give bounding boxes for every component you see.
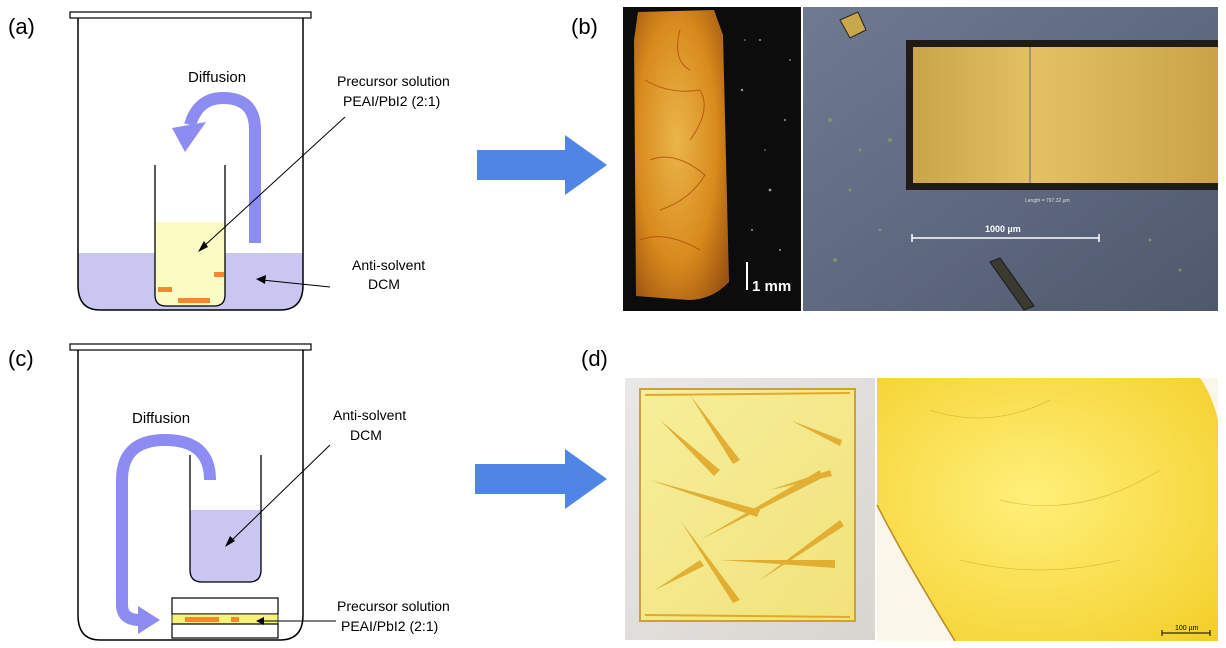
antisolvent-pointer-head: [256, 275, 266, 284]
panel-c: (c) Diffusion Anti-solvent DCM Precursor…: [8, 343, 450, 641]
scale-label-right: 1000 µm: [985, 224, 1021, 234]
crystal: [214, 272, 224, 277]
panel-label-c: (c): [8, 346, 34, 371]
photo-yellow-micro: [877, 378, 1218, 641]
outer-beaker: [77, 18, 304, 311]
precursor-pointer-head: [256, 617, 264, 625]
crystal: [231, 617, 239, 622]
micro-debris: [839, 11, 867, 39]
antisolvent-pointer: [229, 444, 331, 543]
crystal: [158, 287, 172, 292]
antisolvent-label-line2: DCM: [350, 427, 382, 443]
beaker-lid: [69, 343, 312, 351]
diffusion-label: Diffusion: [132, 410, 190, 427]
precursor-label-line2: PEAI/PbI2 (2:1): [343, 93, 440, 109]
bottom-glass-slide: [171, 623, 279, 639]
diffusion-arrow: [184, 91, 261, 243]
panel-label-b: (b): [571, 14, 598, 39]
outer-beaker: [77, 350, 304, 641]
scale-label-right: 100 µm: [1175, 625, 1199, 632]
top-glass-slide: [171, 597, 279, 615]
micro-specks: [828, 118, 1182, 272]
inner-vial: [189, 455, 262, 583]
glass-substrate: [639, 388, 856, 622]
orange-crystal: [634, 10, 729, 300]
micro-crystal: [913, 47, 1218, 183]
micro-shard: [989, 257, 1035, 311]
diffusion-arrowhead: [138, 606, 160, 634]
panel-label-a: (a): [8, 14, 35, 39]
precursor-label-line2: PEAI/PbI2 (2:1): [341, 618, 438, 634]
precursor-label-line1: Precursor solution: [337, 73, 450, 89]
star-dots: [740, 39, 791, 251]
panel-d: (d): [581, 346, 1218, 642]
transition-arrow-bottom: [475, 449, 607, 509]
length-readout: Length = 797.32 µm: [1025, 198, 1070, 204]
antisolvent-pointer: [261, 279, 331, 288]
crystal: [185, 617, 219, 622]
crystal: [178, 298, 210, 303]
precursor-pointer-head: [198, 241, 208, 252]
film-edge-corner: [1200, 378, 1218, 420]
film-cracks: [929, 399, 1161, 571]
diffusion-arrow: [116, 433, 216, 626]
film-edge-crystals: [644, 392, 851, 618]
precursor-label-line1: Precursor solution: [337, 598, 450, 614]
diffusion-arrowhead: [172, 122, 206, 152]
antisolvent-label-line2: DCM: [368, 276, 400, 292]
diffusion-label: Diffusion: [188, 69, 246, 86]
crystal-cracks: [639, 29, 706, 251]
antisolvent-label-line1: Anti-solvent: [352, 257, 425, 273]
scale-label-left: 1 mm: [752, 278, 791, 295]
antisolvent-label-line1: Anti-solvent: [333, 407, 406, 423]
inner-vial: [154, 165, 226, 307]
precursor-liquid: [155, 222, 225, 306]
panel-a: (a) Diffusion Precursor solution PEAI/Pb…: [8, 11, 450, 311]
beaker-lid: [69, 11, 312, 19]
panel-label-d: (d): [581, 346, 608, 371]
precursor-pointer: [202, 116, 346, 248]
needle-crystals: [650, 395, 844, 603]
transition-arrow-top: [477, 135, 607, 195]
film-edge-line: [876, 504, 956, 642]
panel-b: (b) 1 mm Length = 797.32 µm: [571, 7, 1218, 311]
film-edge-white: [877, 505, 955, 641]
antisolvent-pointer-head: [225, 536, 235, 547]
